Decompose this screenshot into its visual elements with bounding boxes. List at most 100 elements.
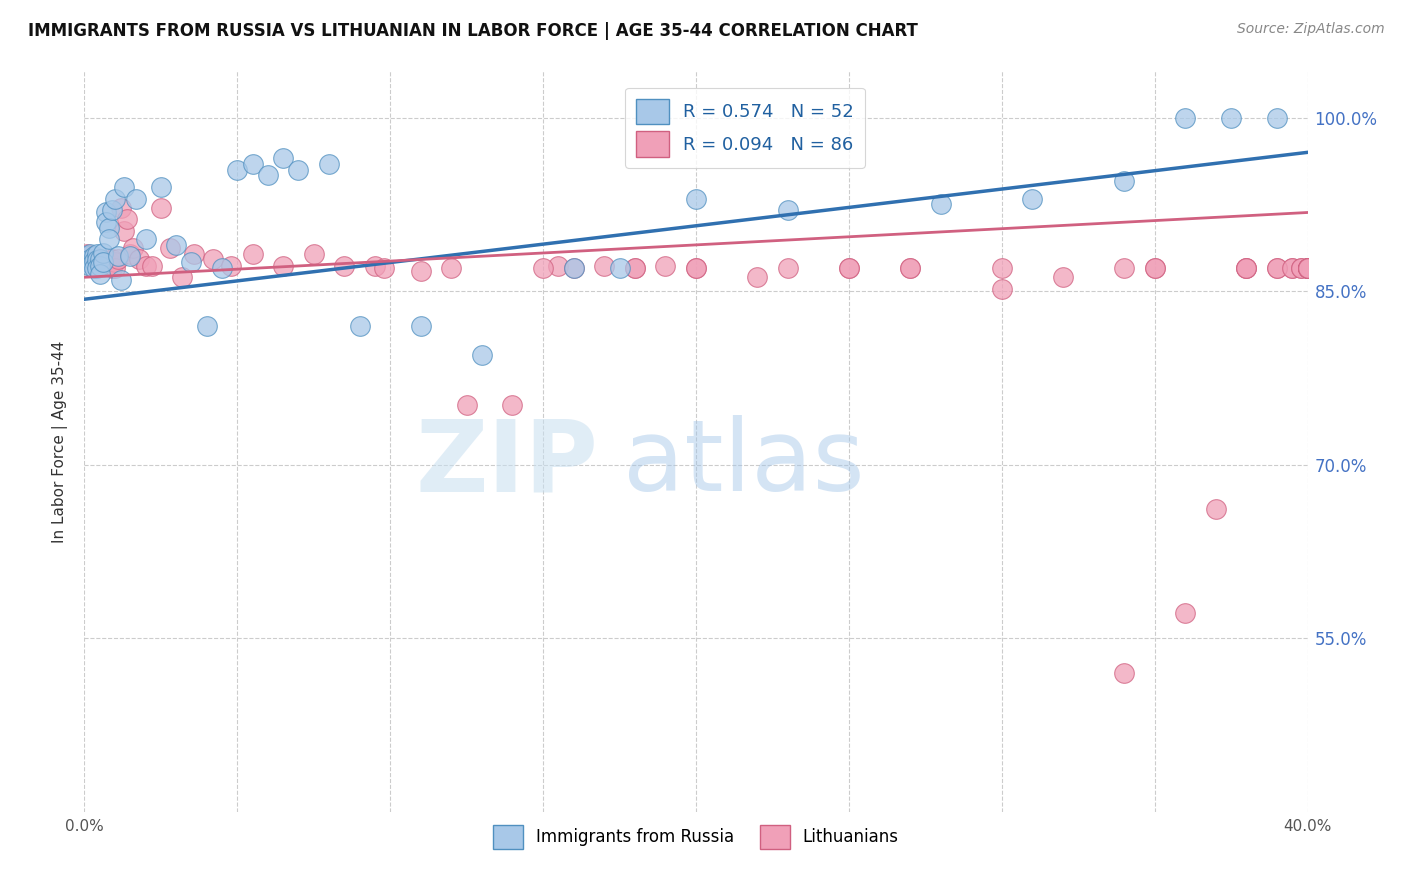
Point <box>97 232 120 246</box>
Point <box>1114 665 1136 680</box>
Point <box>79 250 101 264</box>
Point <box>1114 174 1136 188</box>
Point <box>89 252 111 266</box>
Point <box>120 247 142 261</box>
Point <box>79 252 101 266</box>
Point <box>1236 260 1258 275</box>
Point <box>110 201 132 215</box>
Point <box>125 192 148 206</box>
Point <box>219 259 242 273</box>
Point <box>898 260 921 275</box>
Point <box>1174 111 1197 125</box>
Point <box>83 254 105 268</box>
Point <box>86 259 108 273</box>
Point <box>226 162 249 177</box>
Point <box>211 260 233 275</box>
Point <box>471 348 494 362</box>
Point <box>1114 260 1136 275</box>
Point <box>112 224 135 238</box>
Point <box>502 398 524 412</box>
Point <box>86 254 108 268</box>
Point <box>104 260 127 275</box>
Point <box>838 260 860 275</box>
Y-axis label: In Labor Force | Age 35-44: In Labor Force | Age 35-44 <box>52 341 69 542</box>
Point <box>112 180 135 194</box>
Point <box>242 157 264 171</box>
Point <box>76 247 98 261</box>
Point <box>609 260 631 275</box>
Point <box>104 255 127 269</box>
Point <box>562 260 585 275</box>
Point <box>287 162 309 177</box>
Point <box>562 260 585 275</box>
Point <box>440 260 463 275</box>
Point <box>101 252 124 266</box>
Point <box>86 260 108 275</box>
Point <box>89 256 111 270</box>
Point <box>91 246 114 260</box>
Point <box>91 252 114 267</box>
Point <box>747 270 769 285</box>
Point <box>141 259 163 273</box>
Point <box>97 254 120 268</box>
Point <box>76 250 98 264</box>
Point <box>1296 260 1319 275</box>
Point <box>547 259 569 273</box>
Text: atlas: atlas <box>623 416 865 512</box>
Point <box>364 259 387 273</box>
Point <box>1021 192 1043 206</box>
Point <box>929 197 952 211</box>
Point <box>1281 260 1303 275</box>
Point <box>83 252 105 266</box>
Point <box>91 260 114 274</box>
Point <box>1296 260 1319 275</box>
Point <box>128 252 150 266</box>
Text: Source: ZipAtlas.com: Source: ZipAtlas.com <box>1237 22 1385 37</box>
Point <box>1296 260 1319 275</box>
Point <box>991 260 1014 275</box>
Point <box>531 260 554 275</box>
Point <box>991 282 1014 296</box>
Point <box>1281 260 1303 275</box>
Text: ZIP: ZIP <box>415 416 598 512</box>
Point <box>122 241 145 255</box>
Point <box>180 255 202 269</box>
Point <box>183 247 205 261</box>
Point <box>201 252 224 266</box>
Point <box>1296 260 1319 275</box>
Point <box>165 238 187 252</box>
Point <box>1296 260 1319 275</box>
Point <box>97 220 120 235</box>
Point <box>1265 260 1288 275</box>
Point <box>1291 260 1313 275</box>
Point <box>1205 501 1227 516</box>
Point <box>349 318 371 333</box>
Point <box>195 318 218 333</box>
Point <box>685 260 707 275</box>
Point <box>1296 260 1319 275</box>
Point <box>83 260 105 275</box>
Point <box>159 241 181 255</box>
Point <box>89 267 111 281</box>
Point <box>776 260 799 275</box>
Point <box>110 272 132 286</box>
Point <box>1236 260 1258 275</box>
Point <box>79 255 101 269</box>
Point <box>624 260 647 275</box>
Point <box>1220 111 1243 125</box>
Point <box>94 258 117 272</box>
Point <box>409 318 432 333</box>
Point <box>1143 260 1166 275</box>
Point <box>107 252 129 266</box>
Point <box>94 215 117 229</box>
Point <box>685 260 707 275</box>
Point <box>149 180 172 194</box>
Point <box>1143 260 1166 275</box>
Point <box>135 232 157 246</box>
Point <box>654 259 676 273</box>
Point <box>107 250 129 264</box>
Point <box>76 252 98 266</box>
Point <box>242 247 264 261</box>
Point <box>776 203 799 218</box>
Point <box>83 250 105 264</box>
